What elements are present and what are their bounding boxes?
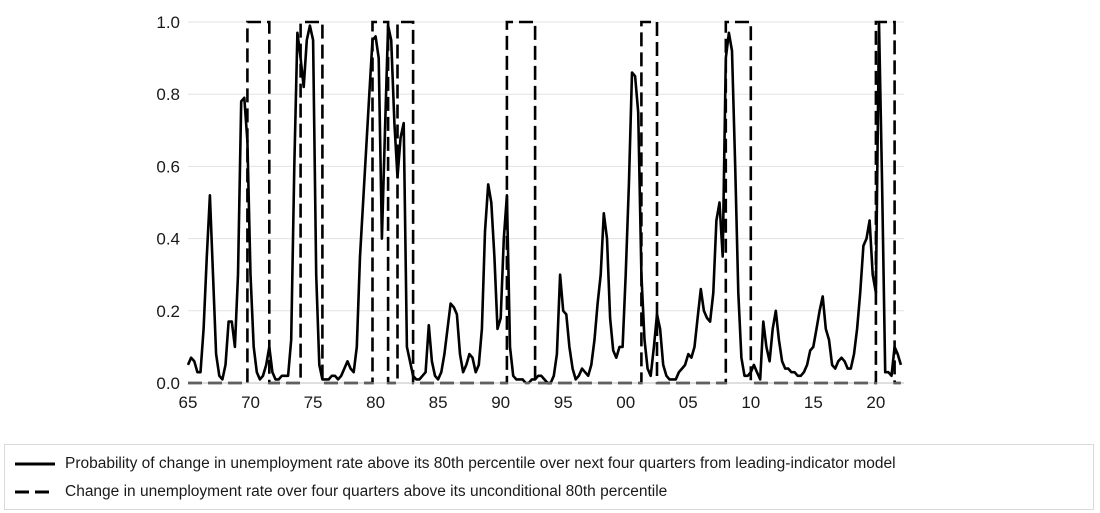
x-tick-label: 90 [491,393,510,412]
line-chart: 0.0 0.2 0.4 0.6 0.8 1.0 65 70 75 80 85 90 95 00 05 10 1… [156,13,904,412]
x-tick-label: 65 [179,393,198,412]
y-tick-labels: 0.0 0.2 0.4 0.6 0.8 1.0 [156,13,180,393]
x-tick-labels: 65 70 75 80 85 90 95 00 05 10 15 20 [179,393,886,412]
x-tick-label: 85 [429,393,448,412]
x-tick-label: 75 [304,393,323,412]
y-tick-label: 0.4 [156,230,180,249]
y-tick-label: 0.0 [156,374,180,393]
x-tick-label: 10 [741,393,760,412]
solid-series-line [186,20,903,385]
legend: Probability of change in unemployment ra… [4,444,1094,510]
y-tick-label: 0.2 [156,302,180,321]
x-tick-label: 20 [866,393,885,412]
y-tick-label: 0.6 [156,157,180,176]
legend-label-solid: Probability of change in unemployment ra… [65,455,896,472]
legend-swatch-dashed [15,490,55,494]
y-tick-label: 1.0 [156,13,180,32]
x-tick-label: 15 [804,393,823,412]
x-tick-label: 05 [679,393,698,412]
series-solid [186,20,903,385]
x-tick-label: 80 [366,393,385,412]
y-tick-label: 0.8 [156,85,180,104]
legend-item-solid: Probability of change in unemployment ra… [13,453,896,475]
legend-label-dashed: Change in unemployment rate over four qu… [65,483,668,500]
x-tick-label: 00 [616,393,635,412]
legend-item-dashed: Change in unemployment rate over four qu… [13,481,667,503]
legend-swatch-solid [15,462,55,466]
x-tick-label: 95 [554,393,573,412]
x-tick-label: 70 [241,393,260,412]
